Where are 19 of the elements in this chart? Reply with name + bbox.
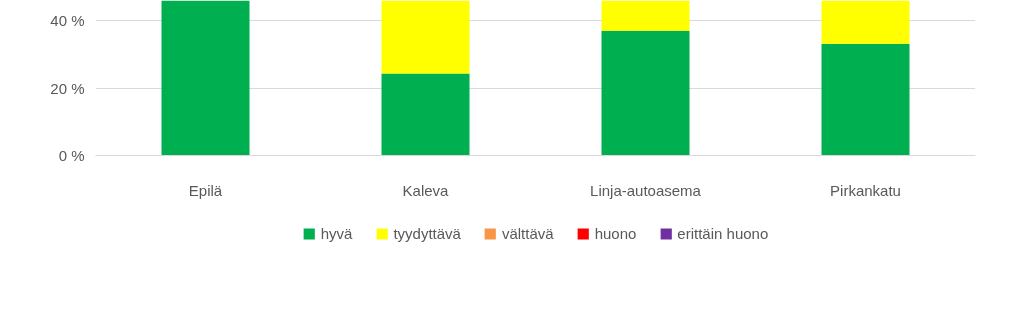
legend-label: erittäin huono — [677, 224, 769, 242]
y-tick-label: 40 % — [50, 12, 85, 30]
bar — [381, 0, 470, 74]
x-tick-label: Linja-autoasema — [590, 181, 702, 199]
y-tick-label: 20 % — [50, 79, 85, 97]
legend-label: hyvä — [320, 224, 353, 242]
bar — [381, 73, 470, 156]
y-tick-label: 0 % — [58, 147, 85, 164]
bar — [161, 0, 250, 156]
x-tick-label: Kaleva — [402, 181, 450, 199]
bar — [821, 43, 910, 156]
bar — [601, 30, 690, 156]
legend-label: välttävä — [501, 224, 554, 242]
x-tick-label: Pirkankatu — [830, 181, 901, 199]
legend-label: huono — [594, 224, 637, 242]
legend-label: tyydyttävä — [393, 224, 461, 242]
x-tick-label: Epilä — [188, 181, 223, 199]
bar — [601, 0, 690, 31]
bar — [821, 0, 910, 44]
